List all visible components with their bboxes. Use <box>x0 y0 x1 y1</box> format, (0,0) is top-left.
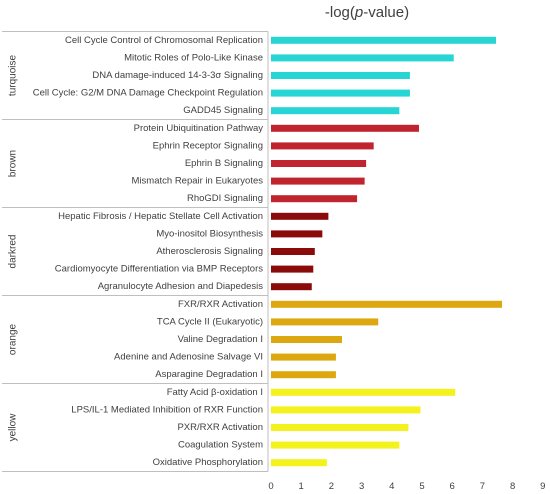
category-label: Fatty Acid β-oxidation I <box>167 387 263 398</box>
bar-yellow <box>271 459 327 467</box>
x-tick-label: 3 <box>359 481 364 492</box>
bar-turquoise <box>271 72 410 79</box>
chart-title: -log(p-value) <box>325 4 409 21</box>
category-label: DNA damage-induced 14-3-3σ Signaling <box>92 70 263 81</box>
category-label: Cell Cycle Control of Chromosomal Replic… <box>65 35 263 46</box>
bar-yellow <box>271 441 400 449</box>
bar-brown <box>271 195 358 203</box>
category-label: Myo-inositol Biosynthesis <box>156 228 263 239</box>
category-label: Oxidative Phosphorylation <box>153 457 263 468</box>
category-label: TCA Cycle II (Eukaryotic) <box>157 316 263 327</box>
group-label-darkred: darkred <box>8 235 19 269</box>
category-label: Ephrin B Signaling <box>185 158 263 169</box>
x-tick-label: 2 <box>329 481 334 492</box>
bar-orange <box>271 336 342 343</box>
group-label-orange: orange <box>8 323 19 355</box>
bar-darkred <box>271 283 312 291</box>
category-label: Coagulation System <box>178 440 263 451</box>
category-label: Atherosclerosis Signaling <box>156 246 263 257</box>
bar-turquoise <box>271 36 496 44</box>
category-label: LPS/IL-1 Mediated Inhibition of RXR Func… <box>71 404 263 415</box>
bar-turquoise <box>271 89 410 97</box>
bar-yellow <box>271 388 456 396</box>
x-tick-label: 6 <box>450 481 455 492</box>
bar-brown <box>271 142 374 150</box>
bar-darkred <box>271 265 314 273</box>
group-label-yellow: yellow <box>8 413 19 442</box>
bar-orange <box>271 300 503 308</box>
category-label: Cardiomyocyte Differentiation via BMP Re… <box>55 264 263 275</box>
group-label-turquoise: turquoise <box>8 54 19 96</box>
category-label: Hepatic Fibrosis / Hepatic Stellate Cell… <box>58 211 263 222</box>
chart-title-prefix: -log( <box>325 4 355 21</box>
bar-turquoise <box>271 107 400 115</box>
x-tick-label: 8 <box>510 481 515 492</box>
bar-yellow <box>271 406 421 414</box>
x-tick-label: 4 <box>389 481 394 492</box>
category-label: PXR/RXR Activation <box>177 422 263 433</box>
x-tick-label: 5 <box>419 481 424 492</box>
category-label: GADD45 Signaling <box>183 105 263 116</box>
bar-orange <box>271 371 336 379</box>
bar-brown <box>271 124 419 132</box>
x-tick-label: 1 <box>299 481 304 492</box>
category-label: Valine Degradation I <box>178 334 263 345</box>
category-label: RhoGDI Signaling <box>187 193 263 204</box>
x-tick-label: 0 <box>268 481 273 492</box>
category-label: Mitotic Roles of Polo-Like Kinase <box>124 52 263 63</box>
x-tick-label: 7 <box>480 481 485 492</box>
group-label-brown: brown <box>8 150 19 177</box>
x-tick-label: 9 <box>540 481 545 492</box>
bar-darkred <box>271 230 323 238</box>
category-label: FXR/RXR Activation <box>178 299 263 310</box>
bar-darkred <box>271 248 315 255</box>
category-label: Asparagine Degradation I <box>155 369 263 380</box>
chart-title-suffix: -value) <box>363 4 409 21</box>
bar-orange <box>271 353 336 361</box>
bar-brown <box>271 160 367 167</box>
bar-darkred <box>271 212 329 220</box>
category-label: Agranulocyte Adhesion and Diapedesis <box>98 281 264 292</box>
category-label: Mismatch Repair in Eukaryotes <box>132 176 264 187</box>
chart-title-italic: p <box>354 4 363 21</box>
category-label: Cell Cycle: G2/M DNA Damage Checkpoint R… <box>33 88 263 99</box>
bar-yellow <box>271 424 409 431</box>
bar-turquoise <box>271 54 454 62</box>
category-label: Protein Ubiquitination Pathway <box>134 123 264 134</box>
category-label: Ephrin Receptor Signaling <box>153 140 263 151</box>
bar-orange <box>271 318 379 326</box>
category-label: Adenine and Adenosine Salvage VI <box>114 352 263 363</box>
bar-brown <box>271 177 365 185</box>
